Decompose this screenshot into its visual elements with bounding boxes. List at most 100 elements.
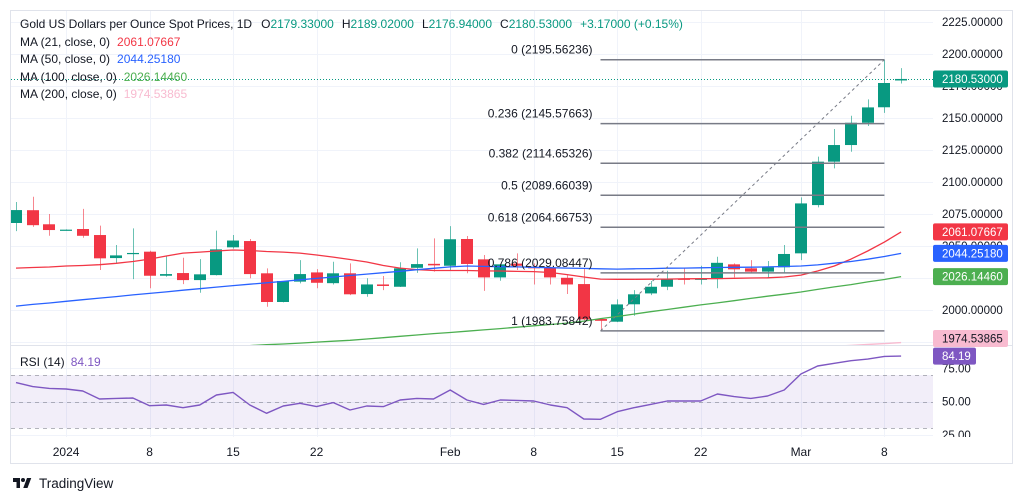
candle-up bbox=[795, 197, 807, 261]
chart-legend: Gold US Dollars per Ounce Spot Prices, 1… bbox=[20, 16, 683, 104]
ma21-label: MA (21, close, 0) bbox=[20, 34, 111, 49]
candle-body bbox=[127, 252, 139, 255]
candle-body bbox=[862, 107, 874, 123]
rsi-line bbox=[15, 355, 902, 420]
candle-up bbox=[628, 290, 640, 316]
price-tick-label: 2150.00000 bbox=[942, 113, 1003, 125]
ma100-line bbox=[249, 275, 902, 345]
candle-up bbox=[160, 256, 172, 277]
ma21-legend-row[interactable]: MA (21, close, 0) 2061.07667 bbox=[20, 34, 683, 52]
candle-up bbox=[895, 68, 907, 84]
time-axis-labels: 2024 8 15 22 Feb 8 15 22 Mar 8 bbox=[53, 445, 888, 459]
candle-body bbox=[27, 210, 39, 226]
ma100-legend-row[interactable]: MA (100, close, 0) 2026.14460 bbox=[20, 69, 683, 87]
ma50-label: MA (50, close, 0) bbox=[20, 52, 111, 66]
candle-body bbox=[344, 273, 356, 295]
candle-down bbox=[244, 239, 256, 279]
candle-up bbox=[277, 280, 289, 303]
close-value: 2180.53000 bbox=[508, 17, 573, 31]
ma21-value: 2061.07667 bbox=[117, 34, 181, 49]
candle-body bbox=[210, 249, 222, 276]
ma50-price-badge: 2044.25180 bbox=[933, 244, 1008, 262]
badge-background bbox=[933, 268, 1008, 286]
candle-body bbox=[778, 253, 790, 268]
price-plot: 0 (2195.56236) 0.236 (2145.57663) 0.382 (2… bbox=[11, 43, 933, 345]
tradingview-logo-link[interactable]: TradingView bbox=[10, 474, 113, 492]
symbol-legend-row[interactable]: Gold US Dollars per Ounce Spot Prices, 1… bbox=[20, 16, 683, 34]
change-value: +3.17000 (+0.15%) bbox=[580, 17, 683, 31]
rsi-legend-row[interactable]: RSI (14) 84.19 bbox=[20, 354, 101, 371]
ma200-legend-row[interactable]: MA (200, close, 0) 1974.53865 bbox=[20, 86, 683, 104]
ma50-line bbox=[15, 252, 902, 307]
candle-up bbox=[327, 261, 339, 285]
candle-body bbox=[227, 240, 239, 248]
candle-up bbox=[227, 235, 239, 249]
candle-up bbox=[812, 156, 824, 208]
price-axis-badges: 2180.53000 2061.07667 2044.25180 2026.14460… bbox=[933, 70, 1008, 365]
candle-down bbox=[745, 260, 757, 273]
candle-body bbox=[478, 259, 490, 278]
ma100-value: 2026.14460 bbox=[123, 69, 188, 84]
time-tick-label: 22 bbox=[310, 445, 324, 459]
candle-up bbox=[60, 229, 72, 231]
ma50-legend-row[interactable]: MA (50, close, 0) 2044.25180 bbox=[20, 51, 683, 69]
candle-up bbox=[127, 228, 139, 280]
low-value: 2176.94000 bbox=[428, 17, 493, 31]
candle-up bbox=[411, 248, 423, 273]
candle-body bbox=[294, 274, 306, 282]
ma200-label: MA (200, close, 0) bbox=[20, 87, 117, 101]
candle-down bbox=[43, 214, 55, 236]
price-tick-label: 2200.00000 bbox=[942, 49, 1003, 61]
low-label: L bbox=[421, 17, 429, 31]
fib-retracement-drawing[interactable]: 0 (2195.56236) 0.236 (2145.57663) 0.382 (2… bbox=[488, 43, 885, 332]
price-axis-labels: 2225.000002200.000002175.000002150.00000… bbox=[942, 17, 1003, 317]
rsi-tick-label: 75.00 bbox=[942, 363, 971, 375]
candle-body bbox=[611, 304, 623, 322]
badge-label: 2044.25180 bbox=[942, 248, 1003, 260]
candle-down bbox=[77, 208, 89, 238]
ma200-price-badge: 1974.53865 bbox=[933, 330, 1008, 347]
candle-up bbox=[762, 261, 774, 278]
open-value: 2179.33000 bbox=[270, 17, 334, 31]
candle-body bbox=[327, 273, 339, 284]
candle-body bbox=[845, 122, 857, 146]
candle-down bbox=[461, 236, 473, 274]
candle-body bbox=[110, 255, 122, 259]
ma100-label: MA (100, close, 0) bbox=[20, 69, 117, 84]
candle-up bbox=[444, 226, 456, 270]
badge-background bbox=[933, 347, 976, 365]
candle-body bbox=[828, 145, 840, 162]
fib-level-label: 0 (2195.56236) bbox=[511, 43, 592, 57]
candle-body bbox=[461, 239, 473, 264]
candle-body bbox=[43, 224, 55, 231]
candle-down bbox=[94, 225, 106, 270]
candle-body bbox=[595, 319, 607, 321]
candlestick-series bbox=[11, 59, 907, 331]
candle-body bbox=[628, 294, 640, 305]
candle-up bbox=[778, 245, 790, 273]
candle-down bbox=[177, 257, 189, 285]
symbol-title: Gold US Dollars per Ounce Spot Prices, 1… bbox=[20, 17, 253, 31]
candle-up bbox=[394, 262, 406, 288]
rsi-tick-label: 50.00 bbox=[942, 397, 971, 409]
ma21-price-badge: 2061.07667 bbox=[933, 223, 1008, 241]
candle-up bbox=[110, 245, 122, 264]
candle-body bbox=[311, 272, 323, 283]
candle-body bbox=[661, 279, 673, 287]
moving-average-lines bbox=[15, 231, 902, 345]
fib-level-label: 1 (1983.75842) bbox=[511, 314, 592, 328]
price-tick-label: 2100.00000 bbox=[942, 177, 1003, 189]
ma100-price-badge: 2026.14460 bbox=[933, 268, 1008, 286]
open-label: O bbox=[261, 17, 271, 31]
candle-down bbox=[561, 275, 573, 295]
candle-up bbox=[11, 202, 22, 232]
time-tick-label: Feb bbox=[440, 445, 461, 459]
candle-up bbox=[828, 129, 840, 169]
candle-body bbox=[277, 280, 289, 302]
candle-body bbox=[194, 274, 206, 281]
ma200-value: 1974.53865 bbox=[123, 87, 188, 101]
ma50-value: 2044.25180 bbox=[117, 52, 181, 66]
price-tick-label: 2225.00000 bbox=[942, 17, 1003, 29]
price-tick-label: 2075.00000 bbox=[942, 209, 1003, 221]
